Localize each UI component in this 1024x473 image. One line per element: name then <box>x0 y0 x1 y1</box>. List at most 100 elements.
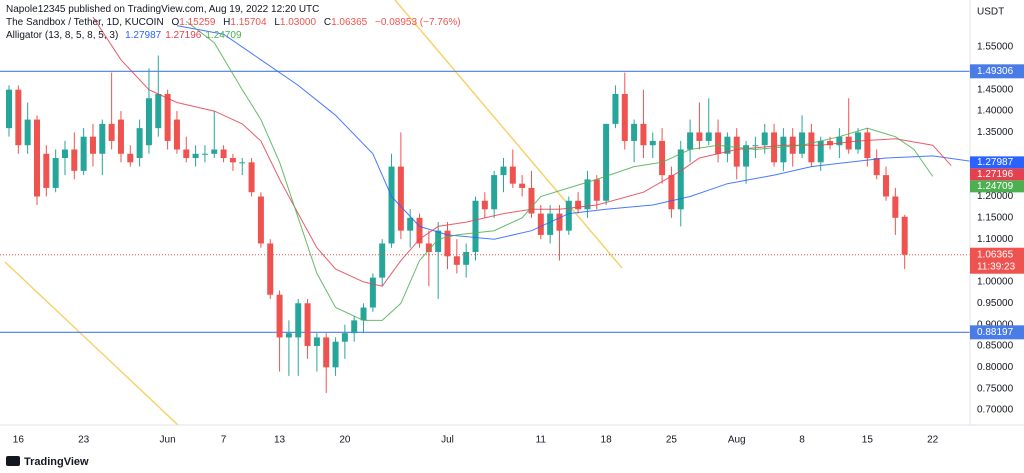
candle-body <box>593 179 600 201</box>
candle-body <box>61 149 68 159</box>
candle-body <box>89 136 96 154</box>
candle-body <box>799 132 806 154</box>
candle-body <box>369 277 376 308</box>
candle-body <box>640 123 647 146</box>
x-tick-label: 22 <box>927 435 939 446</box>
candle-body <box>229 158 236 163</box>
candle-body <box>80 136 87 171</box>
candle-body <box>43 153 50 188</box>
x-tick-label: 8 <box>799 435 805 446</box>
candle-body <box>472 200 479 253</box>
candle-body <box>724 136 731 154</box>
y-tick-label: 0.70000 <box>977 405 1014 416</box>
candle-body <box>836 136 843 146</box>
candle-body <box>827 140 834 146</box>
footer-logo: TradingView <box>24 456 89 468</box>
y-tick-label: 0.90000 <box>977 319 1014 330</box>
x-tick-label: 20 <box>339 435 351 446</box>
candle-body <box>173 119 180 150</box>
ohlc-key: L <box>274 17 280 28</box>
y-tick-label: 1.15000 <box>977 212 1014 223</box>
candle-body <box>892 196 899 218</box>
candle-body <box>808 132 815 163</box>
candle-body <box>416 217 423 244</box>
candle-body <box>565 200 572 231</box>
candle-body <box>687 132 694 150</box>
trend-line <box>4 261 179 425</box>
candle-body <box>71 149 78 171</box>
candle-body <box>509 166 516 184</box>
ohlc-value: 1.15259 <box>179 17 216 28</box>
symbol-line: The Sandbox / Tether, 1D, KUCOIN O1.1525… <box>6 16 461 29</box>
header: Napole12345 published on TradingView.com… <box>6 3 461 42</box>
candle-body <box>621 93 628 141</box>
candle-body <box>323 337 330 368</box>
candle-body <box>407 217 414 231</box>
candle-body <box>239 162 246 164</box>
candle-body <box>537 213 544 235</box>
candle-body <box>519 183 526 188</box>
candle-body <box>164 93 171 141</box>
y-tick-label: 0.75000 <box>977 383 1014 394</box>
candle-body <box>761 132 768 146</box>
x-tick-label: 18 <box>601 435 613 446</box>
candle-body <box>332 341 339 368</box>
candle-body <box>145 98 152 146</box>
plot-area <box>0 0 970 425</box>
x-tick-label: 25 <box>666 435 678 446</box>
price-label: 1.06365 <box>977 249 1014 260</box>
ohlc-value: 1.06365 <box>331 17 368 28</box>
candle-body <box>491 175 498 210</box>
candle-body <box>248 162 255 193</box>
candle-body <box>668 175 675 210</box>
candle-body <box>556 213 563 231</box>
candle-body <box>901 216 908 255</box>
candle-body <box>183 149 190 159</box>
x-tick-label: 7 <box>221 435 227 446</box>
candle-body <box>6 89 12 129</box>
candle-body <box>435 230 442 253</box>
candle-body <box>397 166 404 231</box>
symbol: The Sandbox / Tether, 1D, KUCOIN <box>6 17 164 28</box>
price-axis: 0.70000 0.75000 0.80000 0.85000 0.90000 0.950… <box>970 42 1024 416</box>
candle-body <box>659 140 666 176</box>
trend-line <box>394 0 623 269</box>
candle-body <box>864 132 871 159</box>
candle-body <box>257 196 264 244</box>
alligator-line <box>176 25 970 240</box>
ohlc-key: C <box>323 17 332 28</box>
indicator-value: 1.27987 <box>125 30 162 41</box>
y-tick-label: 0.95000 <box>977 298 1014 309</box>
candle-body <box>481 200 488 210</box>
price-label-box <box>970 64 1024 79</box>
candle-body <box>612 93 619 124</box>
candle-body <box>351 320 358 334</box>
y-tick-label: 0.85000 <box>977 341 1014 352</box>
candle-body <box>211 149 218 154</box>
alligator-line <box>185 21 934 321</box>
candle-body <box>696 132 703 141</box>
candle-body <box>547 213 554 235</box>
candle-body <box>500 166 507 176</box>
x-tick-label: Jul <box>441 435 454 446</box>
price-label-box <box>970 247 1024 274</box>
candle-body <box>444 230 451 257</box>
candle-body <box>584 179 591 210</box>
candle-body <box>33 119 40 197</box>
candle-body <box>463 252 470 265</box>
candle-body <box>127 153 134 163</box>
candle-body <box>873 158 880 176</box>
indicator-value: 1.27196 <box>165 30 202 41</box>
price-label-box <box>970 325 1024 340</box>
candle-body <box>201 153 208 155</box>
y-tick-label: 1.40000 <box>977 106 1014 117</box>
candle-body <box>631 123 638 141</box>
x-tick-label: 15 <box>862 435 874 446</box>
candle-body <box>220 149 227 159</box>
candle-body <box>528 187 535 214</box>
price-label: 1.27987 <box>977 157 1014 168</box>
candle-body <box>117 119 124 154</box>
candle-body <box>155 93 162 129</box>
y-tick-label: 1.10000 <box>977 234 1014 245</box>
